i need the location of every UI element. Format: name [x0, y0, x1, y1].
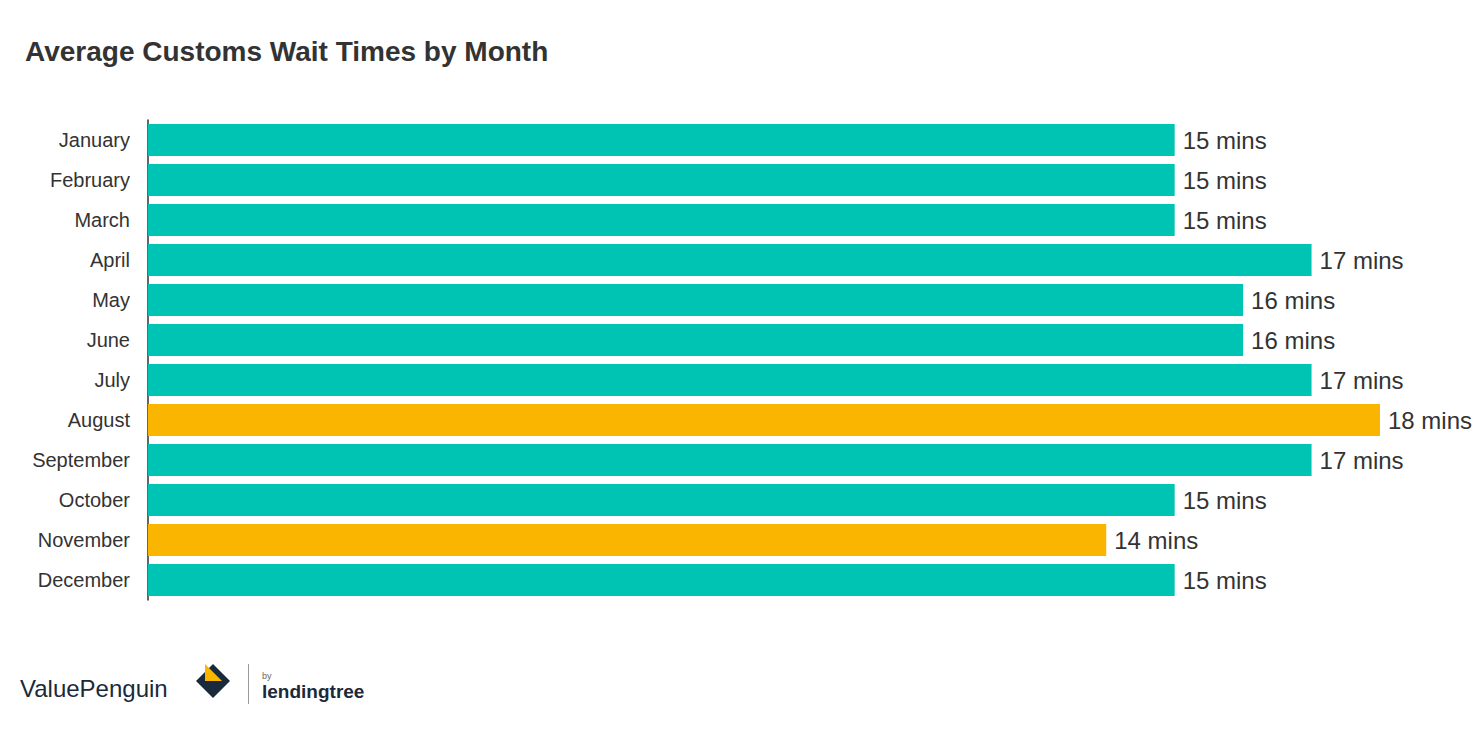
svg-text:lendingtree: lendingtree [262, 681, 364, 702]
svg-text:15 mins: 15 mins [1183, 487, 1267, 514]
svg-text:February: February [50, 169, 130, 191]
svg-text:January: January [59, 129, 130, 151]
svg-text:September: September [32, 449, 130, 471]
svg-text:October: October [59, 489, 130, 511]
svg-text:by: by [262, 671, 272, 681]
svg-text:March: March [74, 209, 130, 231]
svg-text:14 mins: 14 mins [1114, 527, 1198, 554]
svg-text:17 mins: 17 mins [1320, 247, 1404, 274]
svg-text:17 mins: 17 mins [1320, 367, 1404, 394]
svg-text:November: November [38, 529, 131, 551]
svg-text:ValuePenguin: ValuePenguin [20, 675, 168, 702]
svg-text:December: December [38, 569, 131, 591]
svg-text:Average Customs Wait Times by: Average Customs Wait Times by Month [25, 36, 548, 67]
svg-text:15 mins: 15 mins [1183, 207, 1267, 234]
svg-text:15 mins: 15 mins [1183, 167, 1267, 194]
svg-text:15 mins: 15 mins [1183, 567, 1267, 594]
svg-text:April: April [90, 249, 130, 271]
svg-text:18 mins: 18 mins [1388, 407, 1472, 434]
svg-text:17 mins: 17 mins [1320, 447, 1404, 474]
svg-text:15 mins: 15 mins [1183, 127, 1267, 154]
svg-text:16 mins: 16 mins [1251, 287, 1335, 314]
svg-text:August: August [68, 409, 131, 431]
svg-text:July: July [94, 369, 130, 391]
svg-text:May: May [92, 289, 130, 311]
svg-text:16 mins: 16 mins [1251, 327, 1335, 354]
svg-text:June: June [87, 329, 130, 351]
